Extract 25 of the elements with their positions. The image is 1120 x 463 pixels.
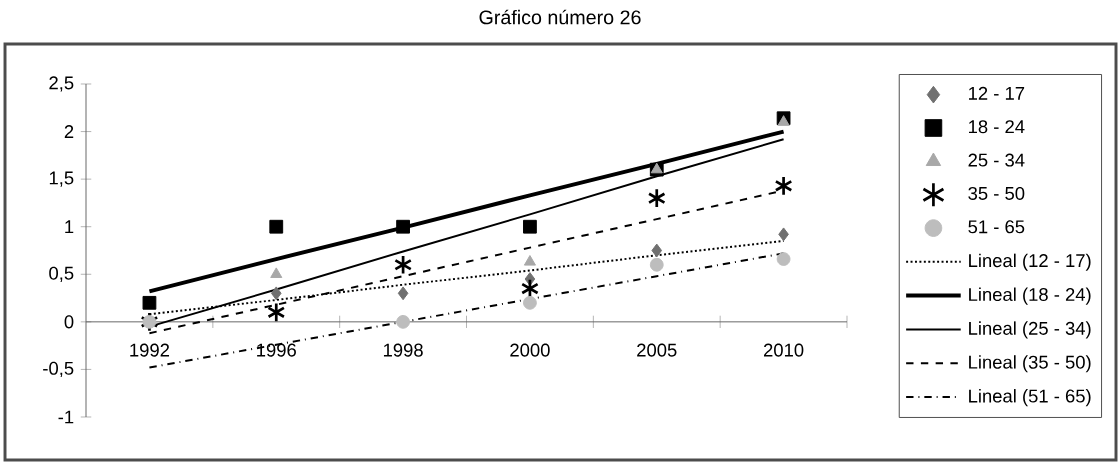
x-tick-label: 1998 [383, 343, 423, 357]
legend-label: Lineal (35 - 50) [969, 355, 1091, 373]
legend-label: 35 - 50 [968, 186, 1025, 200]
legend-label: Lineal (18 - 24) [969, 287, 1091, 305]
y-tick-label: 0 [64, 315, 74, 329]
legend-label: 51 - 65 [968, 220, 1025, 234]
x-tick-label: 2005 [637, 343, 677, 357]
chart-title: Gráfico número 26 [479, 9, 641, 25]
legend-label: Lineal (25 - 34) [969, 321, 1091, 339]
y-tick-label: 2,5 [49, 76, 74, 92]
legend-label: 12 - 17 [969, 86, 1025, 100]
legend-label: Lineal (12 - 17) [969, 253, 1091, 271]
legend-label: 25 - 34 [968, 153, 1025, 167]
y-tick-label: 1,5 [49, 171, 74, 187]
y-tick-label: -0,5 [43, 361, 74, 378]
y-tick-label: -1 [58, 410, 74, 424]
legend-label: Lineal (51 - 65) [969, 389, 1091, 407]
x-tick-label: 1996 [257, 343, 296, 357]
x-tick-label: 2000 [510, 343, 550, 357]
x-tick-label: 1992 [130, 343, 170, 357]
y-tick-label: 1 [65, 220, 74, 234]
y-tick-label: 0,5 [49, 266, 74, 282]
x-tick-label: 2010 [763, 343, 804, 357]
legend-label: 18 - 24 [969, 120, 1025, 134]
y-tick-label: 2 [64, 125, 74, 139]
